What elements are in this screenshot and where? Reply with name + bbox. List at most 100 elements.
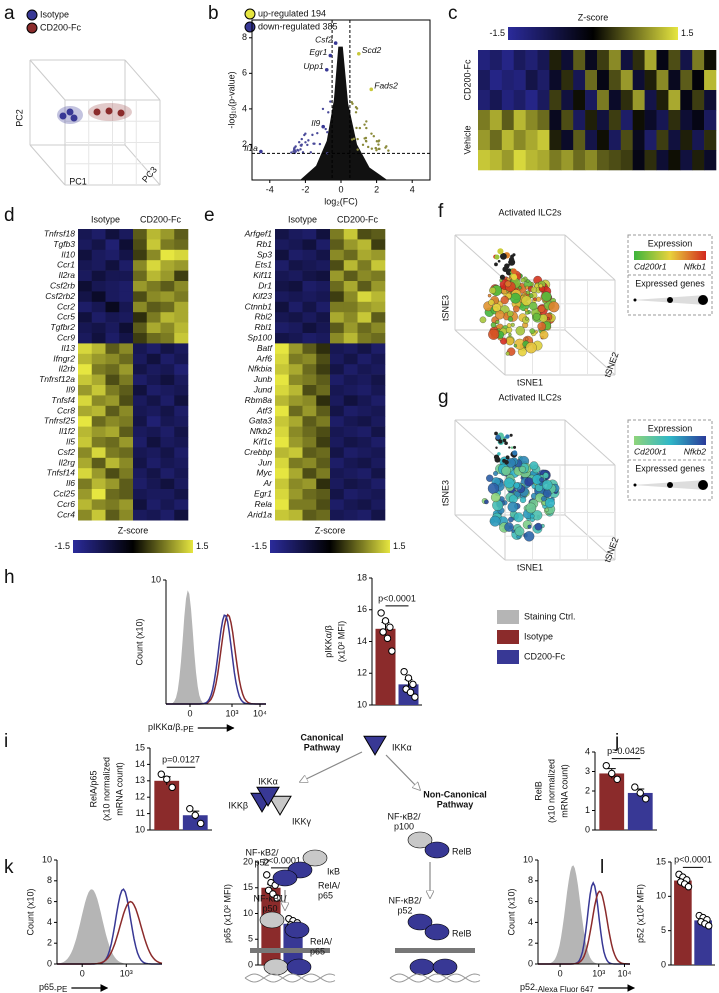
cell-dot bbox=[493, 471, 498, 476]
heatmap-cell bbox=[632, 110, 645, 131]
y-tick-label: 8 bbox=[47, 875, 52, 885]
heatmap-cell bbox=[133, 447, 148, 459]
y-tick-label: 12 bbox=[135, 792, 145, 802]
heatmap-cell bbox=[91, 281, 106, 292]
heatmap-cell bbox=[288, 333, 303, 344]
heatmap-cell bbox=[357, 353, 372, 365]
heatmap-cell bbox=[160, 426, 175, 438]
gene-label: Il13 bbox=[61, 343, 75, 353]
gene-label: Arfgef1 bbox=[244, 228, 273, 238]
sample-point bbox=[59, 112, 67, 120]
heatmap-cell bbox=[316, 343, 331, 355]
cell-dot bbox=[512, 450, 518, 456]
data-point bbox=[381, 617, 390, 625]
heatmap-cell bbox=[78, 291, 93, 303]
heatmap-cell bbox=[78, 426, 93, 438]
heatmap-cell bbox=[174, 229, 189, 240]
heatmap-cell bbox=[91, 322, 106, 334]
heatmap-cell bbox=[146, 509, 161, 521]
heatmap-cell bbox=[302, 416, 317, 427]
heatmap-cell bbox=[119, 239, 134, 251]
y-tick-label: 20 bbox=[243, 856, 253, 866]
colorbar-title: Z-score bbox=[315, 525, 346, 535]
heatmap-cell bbox=[78, 239, 93, 251]
bar bbox=[694, 920, 712, 965]
diagram-label: Non-Canonical bbox=[423, 789, 487, 799]
heatmap-cell bbox=[343, 447, 358, 459]
heatmap-cell bbox=[275, 322, 290, 334]
heatmap-cell bbox=[620, 50, 633, 71]
heatmap-cell bbox=[146, 281, 161, 292]
cell-dot bbox=[541, 495, 547, 502]
heatmap-cell bbox=[105, 405, 120, 417]
heatmap-cell bbox=[561, 130, 574, 151]
heatmap-cell bbox=[174, 364, 189, 375]
heatmap-cell bbox=[119, 457, 134, 469]
heatmap-cell bbox=[78, 353, 93, 365]
heatmap-cell bbox=[573, 90, 586, 111]
axis-label: tSNE3 bbox=[440, 295, 450, 321]
heatmap-cell bbox=[608, 90, 622, 111]
heatmap-cell bbox=[302, 457, 317, 469]
heatmap-cell bbox=[119, 291, 134, 303]
heatmap-cell bbox=[288, 249, 303, 261]
heatmap-cell bbox=[644, 150, 657, 171]
heatmap-cell bbox=[160, 260, 175, 271]
heatmap-cell bbox=[133, 374, 148, 386]
heatmap-cell bbox=[105, 281, 120, 292]
axis-label: tSNE2 bbox=[602, 351, 620, 379]
heatmap-cell bbox=[91, 395, 106, 407]
heatmap-cell bbox=[357, 374, 372, 386]
heatmap-cell bbox=[275, 301, 290, 313]
heatmap-cell bbox=[146, 270, 161, 282]
heatmap-cell bbox=[371, 489, 386, 500]
heatmap-cell bbox=[78, 322, 93, 334]
colorbar-title: Z-score bbox=[118, 525, 149, 535]
dna bbox=[389, 973, 481, 983]
heatmap-cell bbox=[357, 457, 372, 469]
heatmap-cell bbox=[573, 130, 586, 151]
heatmap-cell bbox=[146, 249, 161, 261]
colorbar-label: Nfkb1 bbox=[684, 261, 706, 271]
heatmap-cell bbox=[91, 468, 106, 479]
colorbar-tick-label: -1.5 bbox=[54, 541, 70, 551]
gene-point bbox=[328, 53, 333, 58]
heatmap-cell bbox=[573, 50, 586, 71]
heatmap-cell bbox=[357, 322, 372, 334]
heatmap-cell bbox=[78, 499, 93, 511]
colorbar bbox=[634, 436, 706, 445]
gene-label: Tnfrsf25 bbox=[44, 416, 75, 426]
heatmap-cell bbox=[91, 509, 106, 521]
heatmap-cell bbox=[105, 426, 120, 438]
diagram-label: NF-κB1/ bbox=[253, 893, 287, 903]
box-edge bbox=[454, 234, 506, 281]
kinase bbox=[363, 735, 387, 756]
heatmap-cell bbox=[608, 130, 622, 151]
heatmap-cell bbox=[330, 239, 345, 251]
heatmap-cell bbox=[371, 395, 386, 407]
heatmap-cell bbox=[330, 333, 345, 344]
cell-dot bbox=[510, 446, 514, 449]
cell-dot bbox=[490, 322, 497, 328]
heatmap-cell bbox=[91, 478, 106, 490]
diagram-label: p100 bbox=[394, 821, 414, 831]
heatmap-cell bbox=[160, 468, 175, 479]
heatmap-cell bbox=[330, 353, 345, 365]
heatmap-cell bbox=[316, 405, 331, 417]
cell-dot bbox=[528, 293, 534, 299]
gene-label: Csf2rb2 bbox=[45, 291, 75, 301]
heatmap-cell bbox=[316, 239, 331, 251]
x-tick-label: 0 bbox=[338, 184, 343, 194]
y-tick-label: 14 bbox=[357, 636, 367, 646]
cell-dot bbox=[507, 501, 519, 513]
cell-dot bbox=[511, 268, 517, 275]
heatmap-cell bbox=[288, 489, 303, 500]
gene-label: Ccr9 bbox=[57, 332, 75, 342]
heatmap-cell bbox=[275, 353, 290, 365]
heatmap-cell bbox=[275, 405, 290, 417]
protein bbox=[259, 911, 285, 929]
colorbar bbox=[73, 540, 193, 553]
gene-point bbox=[306, 143, 309, 147]
heatmap-cell bbox=[371, 322, 386, 334]
heatmap-cell bbox=[105, 478, 120, 490]
